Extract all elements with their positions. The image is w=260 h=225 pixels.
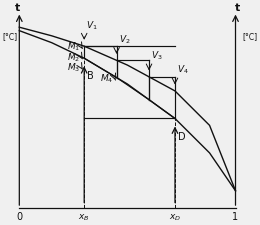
- Text: [°C]: [°C]: [2, 32, 17, 40]
- Text: B: B: [87, 71, 94, 81]
- Text: $V_{4}$: $V_{4}$: [177, 64, 189, 76]
- Text: D: D: [178, 131, 186, 141]
- Text: $V_{3}$: $V_{3}$: [151, 50, 163, 62]
- Text: 1: 1: [232, 212, 239, 221]
- Text: $M_{1}$: $M_{1}$: [67, 41, 80, 53]
- Text: $M_{3}$: $M_{3}$: [67, 61, 80, 74]
- Text: t: t: [15, 3, 20, 13]
- Text: $M_{2}$: $M_{2}$: [67, 51, 80, 63]
- Text: $M_{4}$: $M_{4}$: [100, 72, 113, 84]
- Text: [°C]: [°C]: [242, 32, 257, 40]
- Text: $x_B$: $x_B$: [79, 212, 90, 222]
- Text: $x_D$: $x_D$: [169, 212, 181, 222]
- Text: t: t: [235, 3, 240, 13]
- Text: 0: 0: [16, 212, 22, 221]
- Text: $V_{2}$: $V_{2}$: [119, 33, 130, 46]
- Text: $V_{1}$: $V_{1}$: [86, 19, 98, 32]
